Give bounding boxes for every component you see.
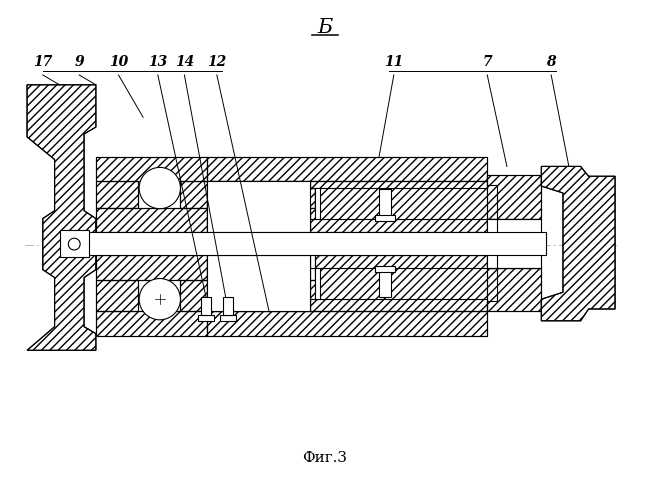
Circle shape (139, 168, 181, 208)
Polygon shape (27, 85, 96, 350)
Polygon shape (181, 280, 207, 311)
Polygon shape (207, 181, 315, 233)
Polygon shape (207, 255, 315, 311)
Text: 7: 7 (482, 55, 492, 69)
Text: 8: 8 (547, 55, 556, 69)
Bar (488, 268, 541, 311)
Polygon shape (541, 166, 615, 321)
Bar (96, 311, 207, 336)
Bar (207, 255, 310, 311)
Bar (223, 297, 233, 315)
Text: 17: 17 (33, 55, 53, 69)
Text: 10: 10 (109, 55, 128, 69)
Bar (64, 232, 546, 255)
Bar (207, 311, 488, 336)
Bar (379, 270, 391, 297)
Bar (379, 189, 391, 216)
Bar (207, 156, 488, 181)
Bar (375, 266, 395, 272)
Polygon shape (96, 255, 207, 280)
Circle shape (139, 278, 181, 320)
Bar (488, 218, 541, 268)
Bar (96, 311, 207, 336)
Text: 14: 14 (175, 55, 194, 69)
Polygon shape (96, 280, 138, 311)
Polygon shape (96, 208, 207, 233)
Text: 13: 13 (148, 55, 168, 69)
Bar (488, 176, 541, 218)
Bar (96, 156, 207, 181)
Bar (220, 315, 235, 321)
Polygon shape (181, 181, 207, 208)
Bar (198, 315, 214, 321)
Bar (488, 218, 497, 268)
Circle shape (68, 238, 80, 250)
Bar (201, 297, 211, 315)
Text: 12: 12 (207, 55, 226, 69)
Bar (207, 156, 488, 181)
Text: 9: 9 (74, 55, 84, 69)
Bar (207, 311, 488, 336)
Bar (315, 268, 320, 299)
Bar (488, 176, 541, 218)
Bar (60, 230, 89, 257)
Text: 11: 11 (384, 55, 404, 69)
Text: Фиг.3: Фиг.3 (302, 452, 348, 466)
Bar (96, 156, 207, 181)
Bar (315, 188, 320, 218)
Polygon shape (96, 181, 138, 208)
Bar (375, 214, 395, 220)
Text: Б: Б (317, 18, 333, 38)
Polygon shape (310, 255, 497, 311)
Polygon shape (310, 181, 497, 233)
Bar (488, 268, 541, 311)
Bar (207, 181, 310, 233)
